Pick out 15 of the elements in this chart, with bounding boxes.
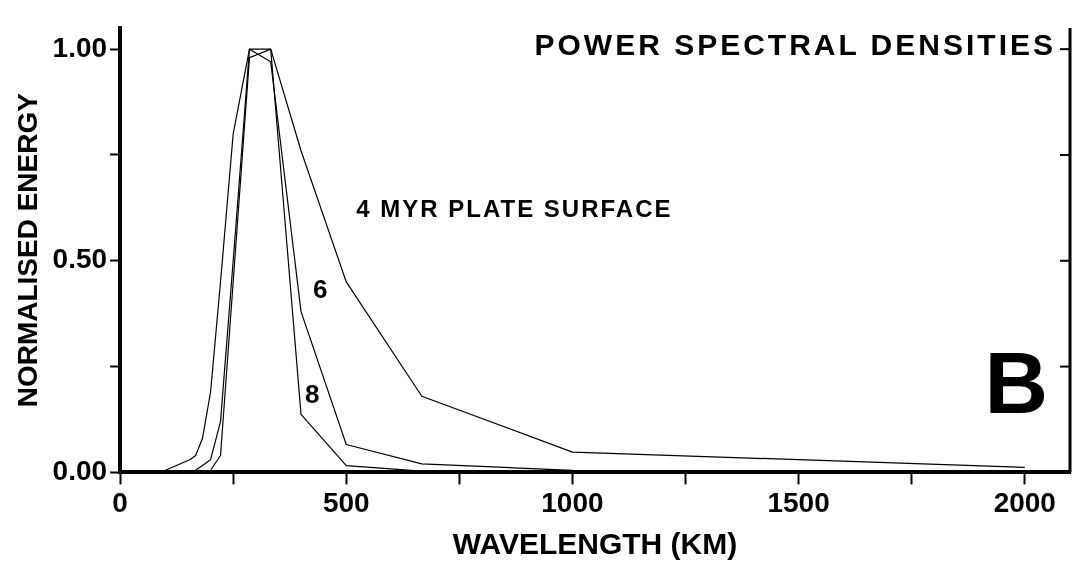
series-label: 4 MYR PLATE SURFACE <box>356 194 673 222</box>
x-tick-label: 0 <box>112 486 128 518</box>
chart-title: POWER SPECTRAL DENSITIES <box>534 28 1056 62</box>
y-tick-label: 1.00 <box>52 31 108 63</box>
x-tick-label: 1500 <box>767 486 830 518</box>
x-tick-label: 1000 <box>541 486 604 518</box>
x-tick-label: 2000 <box>993 486 1056 518</box>
text: 0.00 <box>52 455 108 487</box>
x-axis-title: WAVELENGTH (KM) <box>452 527 738 561</box>
x-tick-label: 500 <box>322 486 370 518</box>
annotation: B <box>984 332 1048 432</box>
series-label: 6 <box>313 273 328 304</box>
y-tick-label: 0.50 <box>52 243 108 275</box>
y-axis-title: NORMALISED ENERGY <box>11 92 43 408</box>
series-label: 8 <box>305 378 320 409</box>
